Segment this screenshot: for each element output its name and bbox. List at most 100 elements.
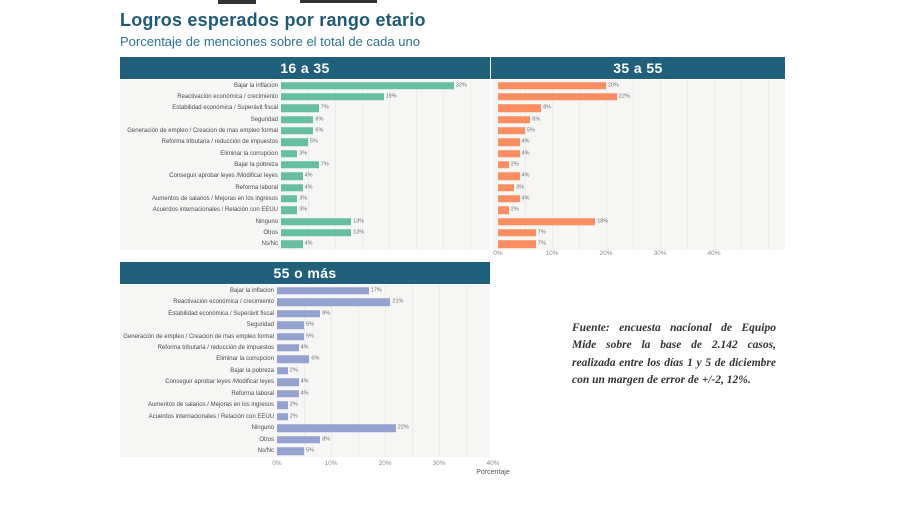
axis-tick-label: 30% [653, 250, 667, 257]
bar [498, 149, 520, 158]
bar [277, 412, 288, 421]
value-label: 22% [397, 424, 409, 431]
bar-row: 3% [492, 182, 785, 193]
bar-row: Reforma laboral 4% [120, 388, 490, 399]
page-subtitle: Porcentaje de menciones sobre el total d… [120, 34, 420, 49]
gridline [687, 80, 688, 250]
bar-row: 4% [492, 137, 785, 148]
axis-tick-label: 40% [486, 460, 500, 467]
value-label: 4% [521, 149, 530, 156]
category-label: Seguridad [246, 322, 274, 329]
gridline [362, 80, 363, 250]
bar [277, 321, 304, 329]
value-label: 4% [300, 390, 309, 397]
x-axis-35-55: 0% 10% 20% 30% 40% [492, 250, 785, 271]
facet-header-35-55: 35 a 55 [491, 57, 785, 79]
bar-row: 4% [492, 148, 785, 159]
category-label: Bajar la inflacion [229, 287, 274, 294]
gridline [335, 80, 336, 250]
bar-row: Otros 8% [120, 434, 490, 445]
value-label: 8% [322, 435, 331, 442]
bar-row: Conseguir aprobar leyes /Modificar leyes… [120, 377, 490, 388]
value-label: 2% [510, 161, 519, 168]
bar [498, 217, 596, 226]
bar-row: Bajar la inflacion 17% [120, 285, 490, 296]
value-label: 3% [299, 195, 308, 202]
bar [498, 172, 520, 181]
bar [277, 390, 299, 398]
bar-row: Ns/Nc 5% [120, 445, 490, 456]
category-label: Eliminar la corrupcion [220, 150, 278, 157]
value-label: 4% [521, 138, 530, 145]
value-label: 13% [353, 217, 365, 224]
bar [281, 206, 298, 215]
category-label: Reforma laboral [235, 184, 278, 191]
value-label: 13% [353, 229, 365, 236]
category-label: Conseguir aprobar leyes /Modificar leyes [169, 173, 278, 180]
bar [281, 195, 298, 203]
axis-tick-label: 0% [493, 250, 503, 257]
category-label: Seguridad [250, 116, 278, 123]
value-label: 17% [370, 286, 382, 293]
bar [498, 183, 515, 192]
bar [281, 127, 314, 135]
bar-row: Otros 13% [120, 227, 490, 238]
axis-tick-label: 10% [324, 460, 338, 467]
bar-row: Bajar la pobreza 2% [120, 365, 490, 376]
bar [277, 401, 288, 409]
value-label: 3% [299, 206, 308, 213]
value-label: 8% [543, 104, 552, 111]
bar [498, 229, 536, 237]
value-label: 4% [521, 195, 530, 202]
category-label: Reactivación económica / crecimiento [173, 299, 274, 306]
category-label: Bajar la inflacion [233, 82, 278, 89]
bar-row: Conseguir aprobar leyes /Modificar leyes… [120, 171, 490, 182]
bar [281, 217, 352, 226]
gridline [466, 285, 467, 457]
bar [281, 138, 308, 147]
category-label: Ninguno [251, 425, 274, 432]
bar [498, 195, 520, 203]
bar [498, 240, 536, 248]
cropped-text-fragment [300, 0, 377, 3]
gridline [525, 80, 526, 250]
bar [281, 172, 303, 181]
bar-row: Eliminar la corrupcion 6% [120, 354, 490, 365]
bar-row: Seguridad 6% [120, 114, 490, 125]
bar-chart-16-35: Bajar la inflacion 32% Reactivación económ… [120, 80, 490, 250]
gridline [385, 285, 386, 457]
value-label: 7% [320, 104, 329, 111]
gridline [741, 80, 742, 250]
value-label: 7% [537, 229, 546, 236]
bar-row: Generación de empleo / Creacion de mas e… [120, 125, 490, 136]
value-label: 7% [320, 161, 329, 168]
bar [281, 81, 454, 90]
category-label: Ns/Nc [261, 241, 278, 248]
bar [277, 286, 369, 295]
value-label: 8% [322, 309, 331, 316]
bar [498, 206, 509, 215]
facet-header-55-mas: 55 o más [120, 262, 490, 284]
value-label: 2% [289, 401, 298, 408]
value-label: 4% [300, 344, 309, 351]
gridline [389, 80, 390, 250]
bar-row: Aumentos de salarios / Mejoras en los in… [120, 400, 490, 411]
value-label: 5% [306, 332, 314, 339]
gridline [633, 80, 634, 250]
bar-row: Estabilidad económica / Superávit fiscal… [120, 308, 490, 319]
gridline [470, 80, 471, 250]
category-label: Otros [259, 436, 274, 443]
gridline [412, 285, 413, 457]
value-label: 21% [392, 298, 404, 305]
bar-row: 7% [492, 239, 785, 250]
value-label: 19% [385, 93, 397, 100]
value-label: 18% [597, 217, 609, 224]
bar [277, 309, 321, 318]
bar [277, 344, 299, 352]
bar-row: 4% [492, 193, 785, 204]
bar [498, 115, 531, 124]
source-note: Fuente: encuesta nacional de Equipo Mide… [572, 322, 776, 386]
bar-row: Reforma tributaria / reducción de impues… [120, 137, 490, 148]
gridline [443, 80, 444, 250]
